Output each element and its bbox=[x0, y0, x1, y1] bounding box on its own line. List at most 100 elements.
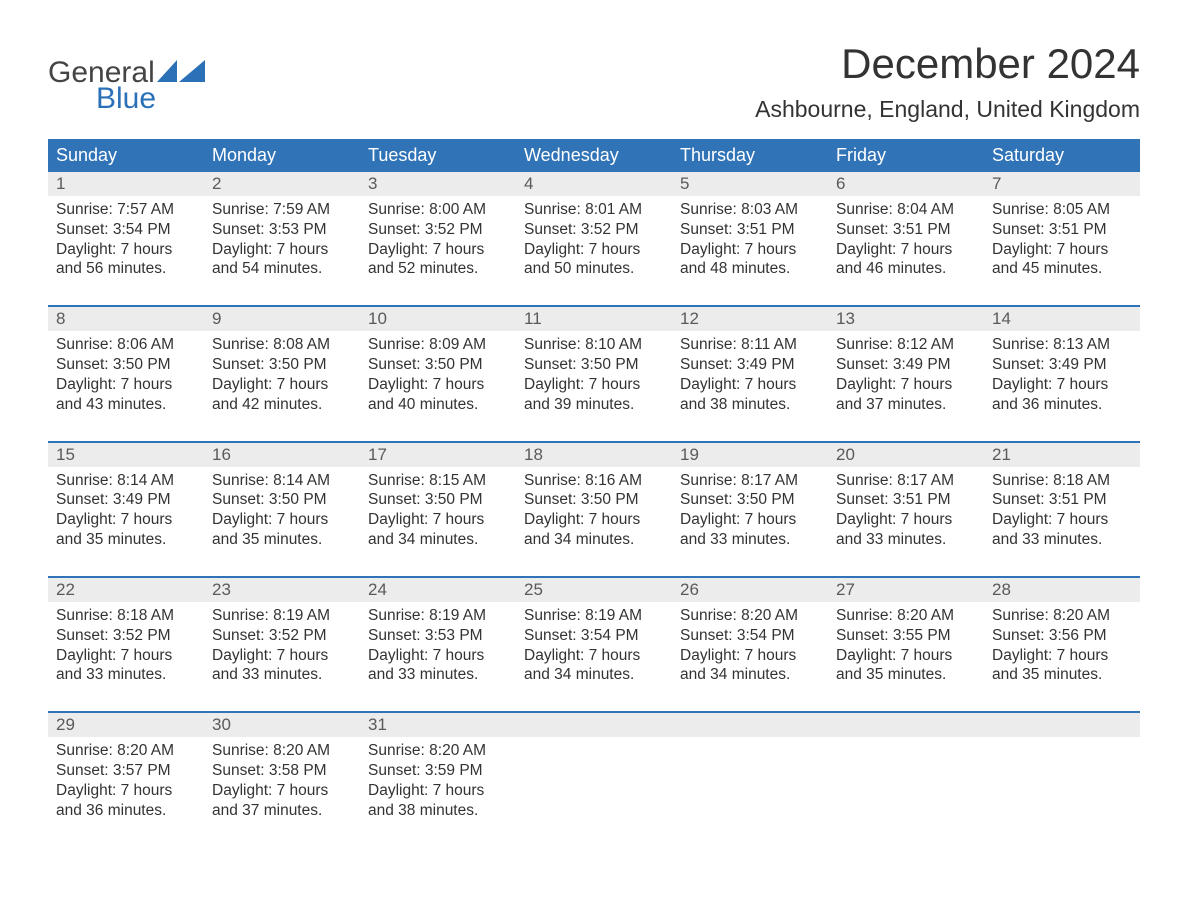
daylight-line-2: and 36 minutes. bbox=[56, 801, 196, 821]
day-number: 8 bbox=[48, 307, 204, 331]
sunrise-line: Sunrise: 8:14 AM bbox=[212, 471, 352, 491]
sunset-line: Sunset: 3:58 PM bbox=[212, 761, 352, 781]
sunset-line: Sunset: 3:51 PM bbox=[992, 220, 1132, 240]
day-details: Sunrise: 8:18 AMSunset: 3:51 PMDaylight:… bbox=[984, 467, 1140, 550]
sunset-line: Sunset: 3:54 PM bbox=[56, 220, 196, 240]
daylight-line-2: and 35 minutes. bbox=[992, 665, 1132, 685]
sunrise-line: Sunrise: 8:17 AM bbox=[680, 471, 820, 491]
brand-logo: General Blue bbox=[48, 40, 205, 114]
day-number: 25 bbox=[516, 578, 672, 602]
calendar-day: 18Sunrise: 8:16 AMSunset: 3:50 PMDayligh… bbox=[516, 443, 672, 558]
day-details: Sunrise: 8:11 AMSunset: 3:49 PMDaylight:… bbox=[672, 331, 828, 414]
calendar-day: 26Sunrise: 8:20 AMSunset: 3:54 PMDayligh… bbox=[672, 578, 828, 693]
day-details: Sunrise: 8:19 AMSunset: 3:52 PMDaylight:… bbox=[204, 602, 360, 685]
day-number: 14 bbox=[984, 307, 1140, 331]
calendar-day: 8Sunrise: 8:06 AMSunset: 3:50 PMDaylight… bbox=[48, 307, 204, 422]
daylight-line-1: Daylight: 7 hours bbox=[524, 510, 664, 530]
daylight-line-1: Daylight: 7 hours bbox=[212, 510, 352, 530]
daylight-line-1: Daylight: 7 hours bbox=[56, 375, 196, 395]
sunset-line: Sunset: 3:51 PM bbox=[836, 220, 976, 240]
calendar-day: 14Sunrise: 8:13 AMSunset: 3:49 PMDayligh… bbox=[984, 307, 1140, 422]
day-number: 10 bbox=[360, 307, 516, 331]
daylight-line-2: and 38 minutes. bbox=[368, 801, 508, 821]
daylight-line-1: Daylight: 7 hours bbox=[836, 510, 976, 530]
day-number: 26 bbox=[672, 578, 828, 602]
day-number: 2 bbox=[204, 172, 360, 196]
daylight-line-1: Daylight: 7 hours bbox=[836, 646, 976, 666]
day-details: Sunrise: 8:10 AMSunset: 3:50 PMDaylight:… bbox=[516, 331, 672, 414]
day-number: 20 bbox=[828, 443, 984, 467]
sunrise-line: Sunrise: 8:10 AM bbox=[524, 335, 664, 355]
day-details: Sunrise: 8:17 AMSunset: 3:50 PMDaylight:… bbox=[672, 467, 828, 550]
day-details: Sunrise: 8:00 AMSunset: 3:52 PMDaylight:… bbox=[360, 196, 516, 279]
sunset-line: Sunset: 3:50 PM bbox=[212, 355, 352, 375]
sunrise-line: Sunrise: 8:17 AM bbox=[836, 471, 976, 491]
day-number: 29 bbox=[48, 713, 204, 737]
sunset-line: Sunset: 3:50 PM bbox=[524, 355, 664, 375]
day-details: Sunrise: 8:20 AMSunset: 3:56 PMDaylight:… bbox=[984, 602, 1140, 685]
daylight-line-2: and 33 minutes. bbox=[56, 665, 196, 685]
sunrise-line: Sunrise: 8:20 AM bbox=[836, 606, 976, 626]
day-number: 28 bbox=[984, 578, 1140, 602]
day-details: Sunrise: 8:19 AMSunset: 3:53 PMDaylight:… bbox=[360, 602, 516, 685]
calendar: SundayMondayTuesdayWednesdayThursdayFrid… bbox=[48, 139, 1140, 829]
month-title: December 2024 bbox=[755, 40, 1140, 88]
daylight-line-2: and 33 minutes. bbox=[212, 665, 352, 685]
calendar-day: 29Sunrise: 8:20 AMSunset: 3:57 PMDayligh… bbox=[48, 713, 204, 828]
calendar-day-empty bbox=[984, 713, 1140, 828]
calendar-day: 4Sunrise: 8:01 AMSunset: 3:52 PMDaylight… bbox=[516, 172, 672, 287]
sunset-line: Sunset: 3:50 PM bbox=[680, 490, 820, 510]
day-details: Sunrise: 8:09 AMSunset: 3:50 PMDaylight:… bbox=[360, 331, 516, 414]
calendar-day: 20 Sunrise: 8:17 AMSunset: 3:51 PMDayligh… bbox=[828, 443, 984, 558]
daylight-line-2: and 34 minutes. bbox=[524, 665, 664, 685]
calendar-day: 3Sunrise: 8:00 AMSunset: 3:52 PMDaylight… bbox=[360, 172, 516, 287]
title-block: December 2024 Ashbourne, England, United… bbox=[755, 40, 1140, 123]
sunset-line: Sunset: 3:50 PM bbox=[212, 490, 352, 510]
day-number: 3 bbox=[360, 172, 516, 196]
sunset-line: Sunset: 3:49 PM bbox=[56, 490, 196, 510]
sunset-line: Sunset: 3:55 PM bbox=[836, 626, 976, 646]
sunset-line: Sunset: 3:52 PM bbox=[212, 626, 352, 646]
daylight-line-1: Daylight: 7 hours bbox=[212, 375, 352, 395]
calendar-header-thursday: Thursday bbox=[672, 139, 828, 172]
calendar-day: 2Sunrise: 7:59 AMSunset: 3:53 PMDaylight… bbox=[204, 172, 360, 287]
sunrise-line: Sunrise: 8:14 AM bbox=[56, 471, 196, 491]
daylight-line-2: and 33 minutes. bbox=[680, 530, 820, 550]
sunset-line: Sunset: 3:49 PM bbox=[680, 355, 820, 375]
day-number: 18 bbox=[516, 443, 672, 467]
day-details: Sunrise: 8:14 AMSunset: 3:50 PMDaylight:… bbox=[204, 467, 360, 550]
day-number: 19 bbox=[672, 443, 828, 467]
daylight-line-2: and 56 minutes. bbox=[56, 259, 196, 279]
sunrise-line: Sunrise: 8:20 AM bbox=[992, 606, 1132, 626]
calendar-day: 17Sunrise: 8:15 AMSunset: 3:50 PMDayligh… bbox=[360, 443, 516, 558]
sunset-line: Sunset: 3:52 PM bbox=[368, 220, 508, 240]
calendar-day: 15 Sunrise: 8:14 AMSunset: 3:49 PMDayligh… bbox=[48, 443, 204, 558]
daylight-line-1: Daylight: 7 hours bbox=[680, 646, 820, 666]
calendar-header-wednesday: Wednesday bbox=[516, 139, 672, 172]
calendar-day: 22Sunrise: 8:18 AMSunset: 3:52 PMDayligh… bbox=[48, 578, 204, 693]
sunrise-line: Sunrise: 8:00 AM bbox=[368, 200, 508, 220]
day-details: Sunrise: 8:20 AMSunset: 3:58 PMDaylight:… bbox=[204, 737, 360, 820]
day-number: 21 bbox=[984, 443, 1140, 467]
sunset-line: Sunset: 3:59 PM bbox=[368, 761, 508, 781]
daylight-line-2: and 34 minutes. bbox=[680, 665, 820, 685]
day-details: Sunrise: 8:05 AMSunset: 3:51 PMDaylight:… bbox=[984, 196, 1140, 279]
calendar-week: 8Sunrise: 8:06 AMSunset: 3:50 PMDaylight… bbox=[48, 305, 1140, 422]
day-number: 24 bbox=[360, 578, 516, 602]
sunrise-line: Sunrise: 8:20 AM bbox=[212, 741, 352, 761]
daylight-line-1: Daylight: 7 hours bbox=[368, 646, 508, 666]
day-number bbox=[672, 713, 828, 737]
sunset-line: Sunset: 3:51 PM bbox=[680, 220, 820, 240]
calendar-day: 9Sunrise: 8:08 AMSunset: 3:50 PMDaylight… bbox=[204, 307, 360, 422]
daylight-line-1: Daylight: 7 hours bbox=[56, 510, 196, 530]
daylight-line-2: and 46 minutes. bbox=[836, 259, 976, 279]
calendar-day: 23Sunrise: 8:19 AMSunset: 3:52 PMDayligh… bbox=[204, 578, 360, 693]
sunset-line: Sunset: 3:51 PM bbox=[836, 490, 976, 510]
day-number: 6 bbox=[828, 172, 984, 196]
day-number: 15 bbox=[48, 443, 204, 467]
daylight-line-1: Daylight: 7 hours bbox=[992, 646, 1132, 666]
sunrise-line: Sunrise: 8:15 AM bbox=[368, 471, 508, 491]
daylight-line-2: and 34 minutes. bbox=[368, 530, 508, 550]
calendar-day: 21Sunrise: 8:18 AMSunset: 3:51 PMDayligh… bbox=[984, 443, 1140, 558]
calendar-day-empty bbox=[516, 713, 672, 828]
